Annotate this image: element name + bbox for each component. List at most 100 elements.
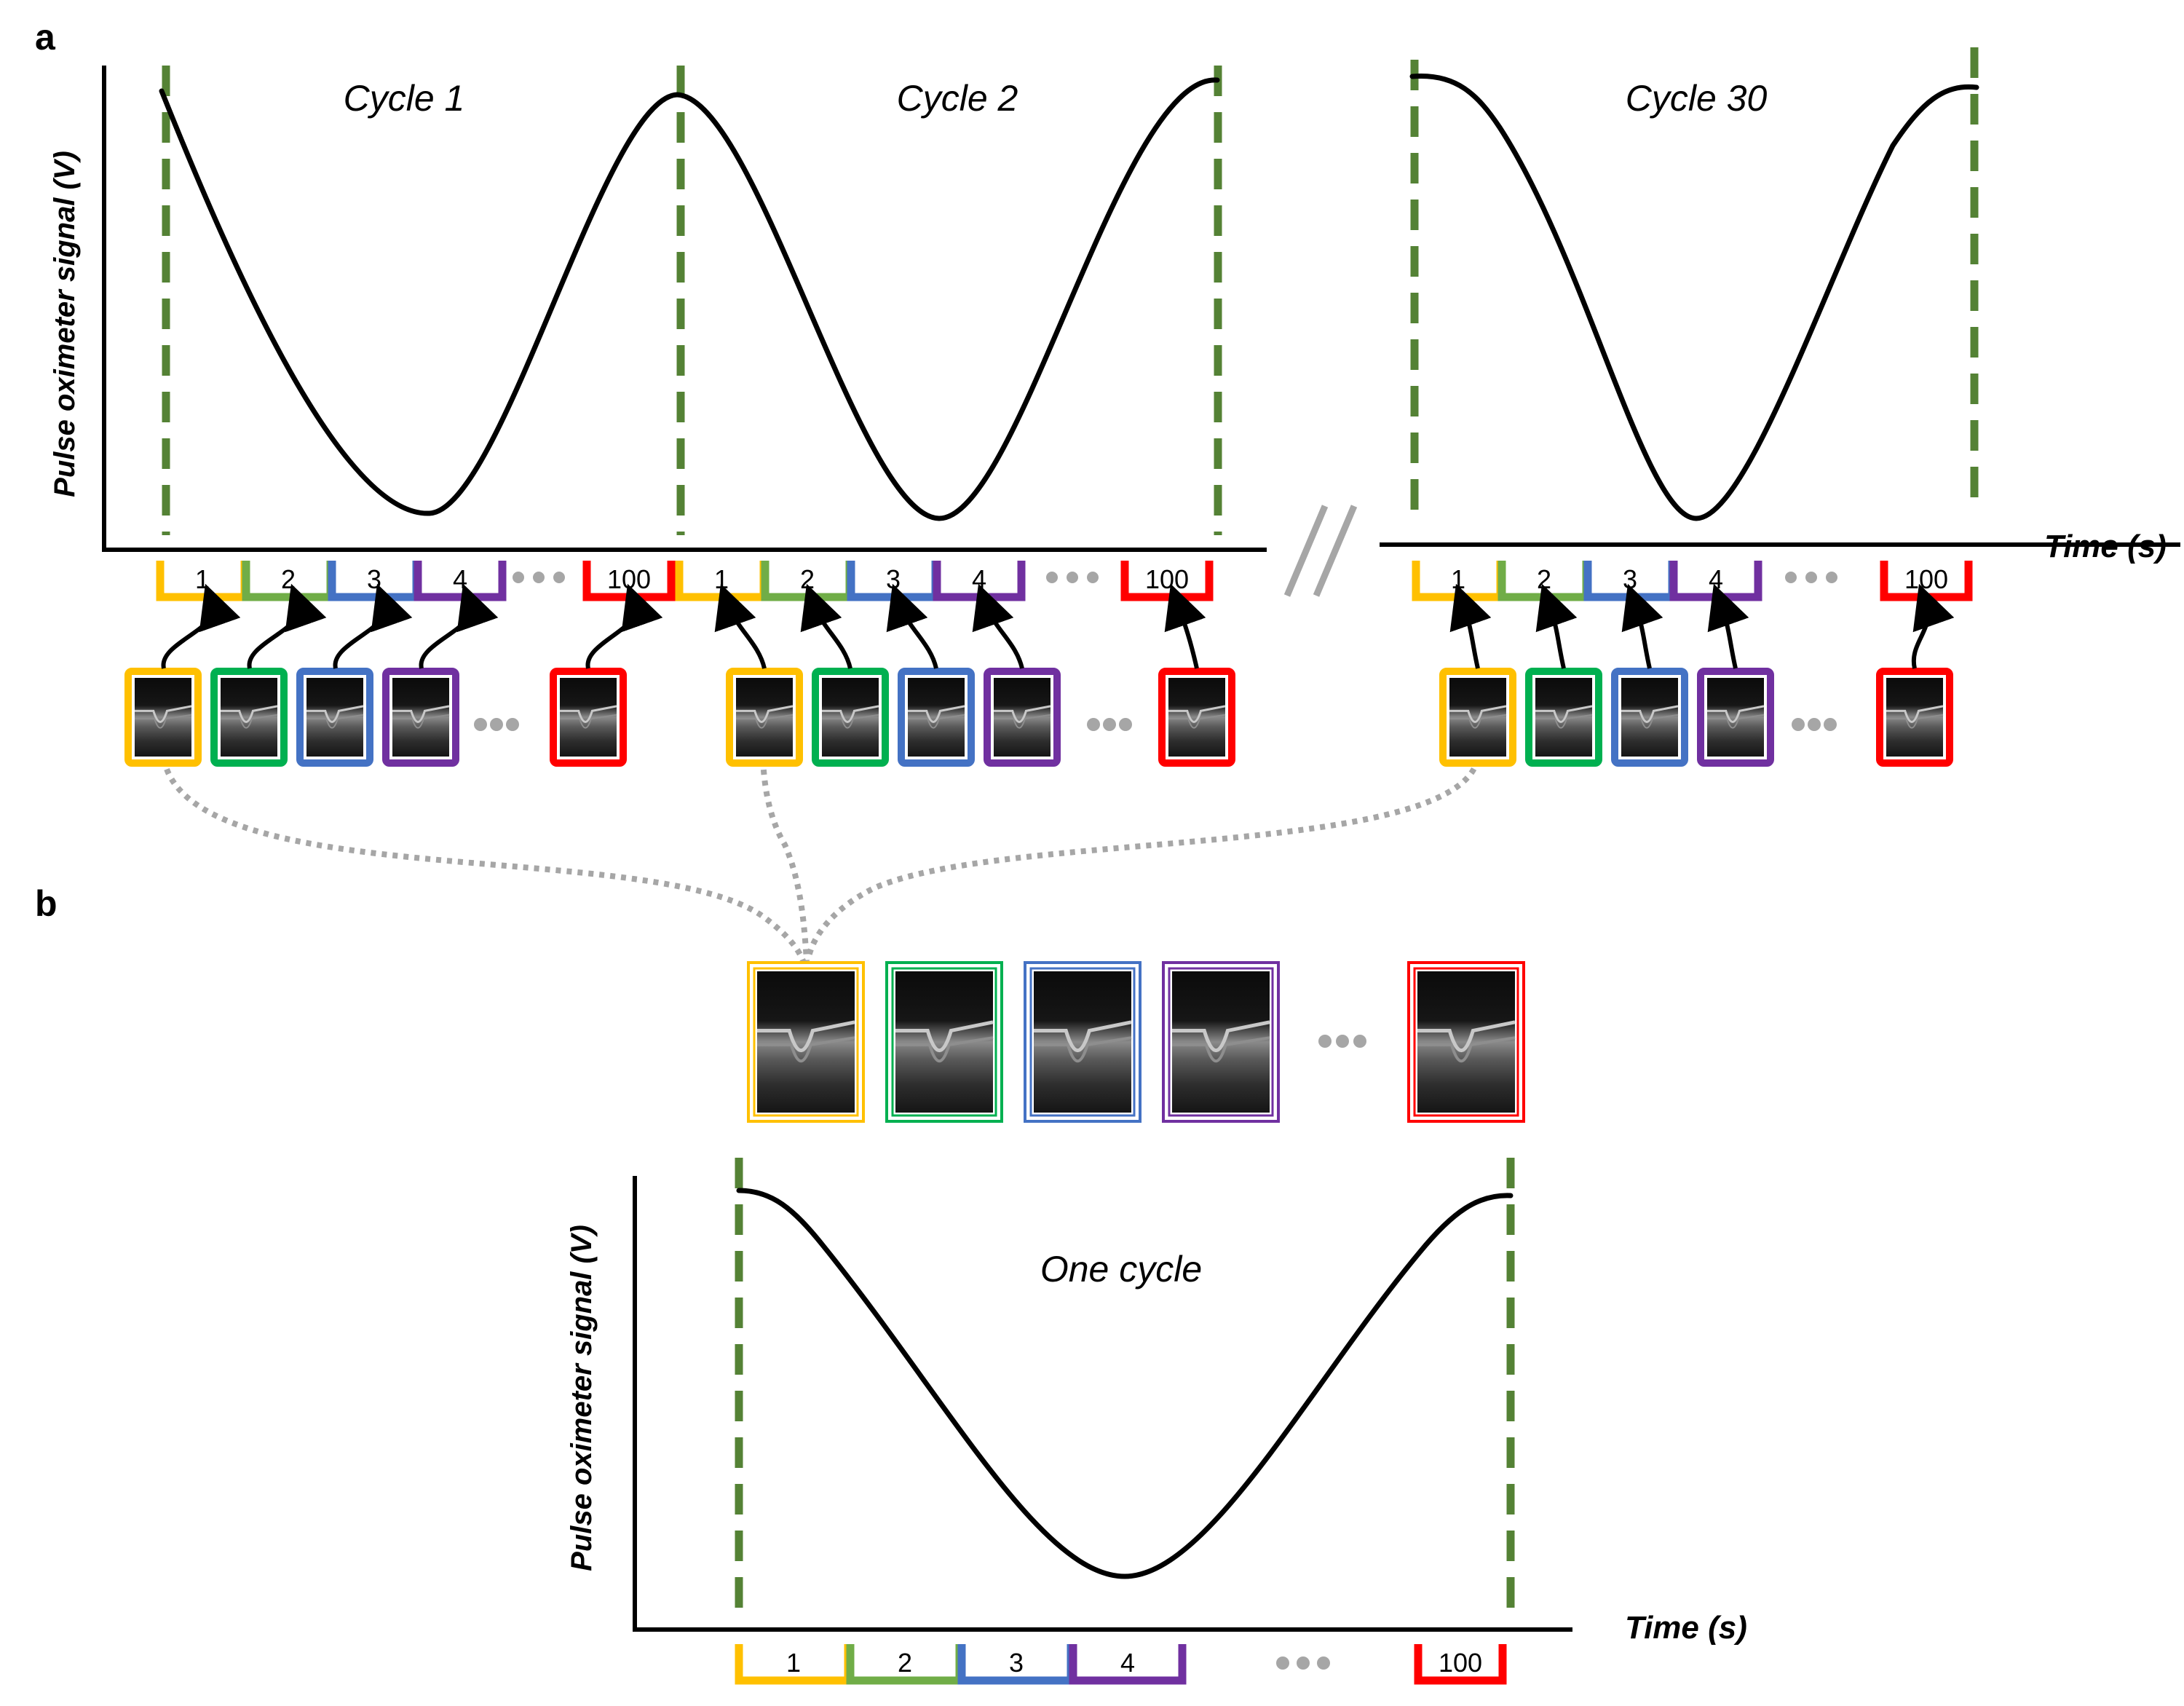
axis-break-icon	[1283, 505, 1358, 597]
oct-bscan-thumbnail-icon	[1024, 961, 1142, 1123]
panel-label-a: a	[35, 17, 56, 58]
bin-assignment-arrow	[585, 583, 663, 669]
oct-bscan-thumbnail-icon	[1162, 961, 1280, 1123]
frames-row-b	[747, 961, 1525, 1123]
bin-100: 100	[1414, 1644, 1507, 1685]
bin-assignment-arrow	[333, 583, 413, 669]
bin-assignment-arrow	[1707, 583, 1749, 669]
x-axis-label-b: Time (s)	[1625, 1610, 1747, 1646]
cycle-markers-a	[162, 47, 1979, 535]
bin-label: 4	[1709, 564, 1723, 594]
y-axis-label-a: Pulse oximeter signal (V)	[49, 151, 81, 497]
bin-4: 4	[933, 561, 1026, 601]
oct-bscan-thumbnail-icon	[1158, 668, 1235, 767]
waveform-one-cycle	[736, 1188, 1514, 1579]
cycle-2-label: Cycle 2	[897, 78, 1018, 119]
cycle-markers-b	[735, 1158, 1515, 1613]
bin-label: 3	[1009, 1648, 1024, 1678]
bin-label: 1	[786, 1648, 801, 1678]
bin-3: 3	[957, 1644, 1075, 1685]
cycle-30-label: Cycle 30	[1626, 78, 1768, 119]
bin-assignment-arrow	[161, 583, 241, 669]
bin-100: 100	[1880, 561, 1973, 601]
oct-bscan-thumbnail-icon	[726, 668, 803, 767]
oct-bscan-thumbnail-icon	[296, 668, 373, 767]
oct-bscan-thumbnail-icon	[984, 668, 1061, 767]
bin-100: 100	[582, 561, 676, 601]
oct-bscan-thumbnail-icon	[124, 668, 202, 767]
bin-1: 1	[675, 561, 768, 601]
ellipsis-dots-icon	[1318, 1035, 1366, 1048]
bin-4: 4	[1069, 1644, 1187, 1685]
bin-4: 4	[1669, 561, 1762, 601]
ellipsis-dots-icon	[1785, 572, 1837, 583]
bin-label: 100	[1439, 1648, 1482, 1678]
axes-b	[633, 1176, 1572, 1632]
oct-bscan-thumbnail-icon	[550, 668, 627, 767]
bins-row-b: 1 2 3 4 100	[735, 1644, 1507, 1685]
ellipsis-dots-icon	[1792, 718, 1837, 731]
bin-3: 3	[328, 561, 421, 601]
bin-assignment-arrow	[886, 583, 938, 669]
bin-assignment-arrow	[1164, 583, 1206, 669]
bin-assignment-arrow	[1535, 583, 1578, 669]
bin-label: 4	[1120, 1648, 1135, 1678]
ellipsis-dots-icon	[1087, 718, 1132, 731]
bin-2: 2	[846, 1644, 964, 1685]
bin-label: 1	[195, 564, 210, 594]
bin-label: 2	[800, 564, 815, 594]
frames-row-a	[124, 583, 1955, 767]
oct-bscan-thumbnail-icon	[898, 668, 975, 767]
waveform-cycles-1-2	[159, 77, 1220, 521]
y-axis-label-b: Pulse oximeter signal (V)	[566, 1225, 598, 1571]
oct-bscan-thumbnail-icon	[747, 961, 865, 1123]
bin-1: 1	[735, 1644, 852, 1685]
bin-label: 1	[1451, 564, 1465, 594]
bin-assignment-arrow	[1911, 583, 1955, 669]
bin-label: 3	[367, 564, 381, 594]
bin-label: 3	[886, 564, 901, 594]
bin-label: 100	[1145, 564, 1189, 594]
bin-4: 4	[414, 561, 507, 601]
bin-3: 3	[847, 561, 940, 601]
oct-bscan-thumbnail-icon	[885, 961, 1003, 1123]
ellipsis-dots-icon	[513, 572, 565, 583]
bin-label: 2	[281, 564, 296, 594]
bin-label: 100	[607, 564, 651, 594]
oct-bscan-thumbnail-icon	[1876, 668, 1953, 767]
bin-label: 3	[1623, 564, 1637, 594]
waveform-cycle-30	[1409, 73, 1979, 521]
bin-label: 4	[453, 564, 467, 594]
oct-bscan-thumbnail-icon	[1407, 961, 1525, 1123]
oct-bscan-thumbnail-icon	[812, 668, 889, 767]
bin-label: 1	[714, 564, 729, 594]
bin-label: 2	[1537, 564, 1551, 594]
bin-100: 100	[1120, 561, 1214, 601]
bin-assignment-arrow	[972, 583, 1024, 669]
bin-assignment-arrow	[800, 583, 852, 669]
panel-label-b: b	[35, 883, 58, 924]
bin-2: 2	[761, 561, 854, 601]
oct-bscan-thumbnail-icon	[1439, 668, 1516, 767]
bin-3: 3	[1583, 561, 1677, 601]
oct-bscan-thumbnail-icon	[210, 668, 288, 767]
bin-assignment-arrow	[1449, 583, 1492, 669]
oct-bscan-thumbnail-icon	[382, 668, 459, 767]
frame-connectors	[161, 758, 1481, 966]
ellipsis-dots-icon	[1276, 1656, 1330, 1670]
bin-label: 4	[972, 564, 986, 594]
bin-assignment-arrow	[419, 583, 499, 669]
bin-label: 100	[1904, 564, 1948, 594]
ellipsis-dots-icon	[1046, 572, 1099, 583]
ellipsis-dots-icon	[474, 718, 519, 731]
bin-2: 2	[1497, 561, 1591, 601]
bin-label: 2	[898, 1648, 912, 1678]
oct-bscan-thumbnail-icon	[1525, 668, 1602, 767]
bin-assignment-arrow	[714, 583, 767, 669]
x-axis-label-a: Time (s)	[2044, 529, 2167, 564]
oct-bscan-thumbnail-icon	[1611, 668, 1688, 767]
axes-a	[102, 66, 2180, 552]
cycle-1-label: Cycle 1	[344, 78, 465, 119]
bin-2: 2	[242, 561, 335, 601]
